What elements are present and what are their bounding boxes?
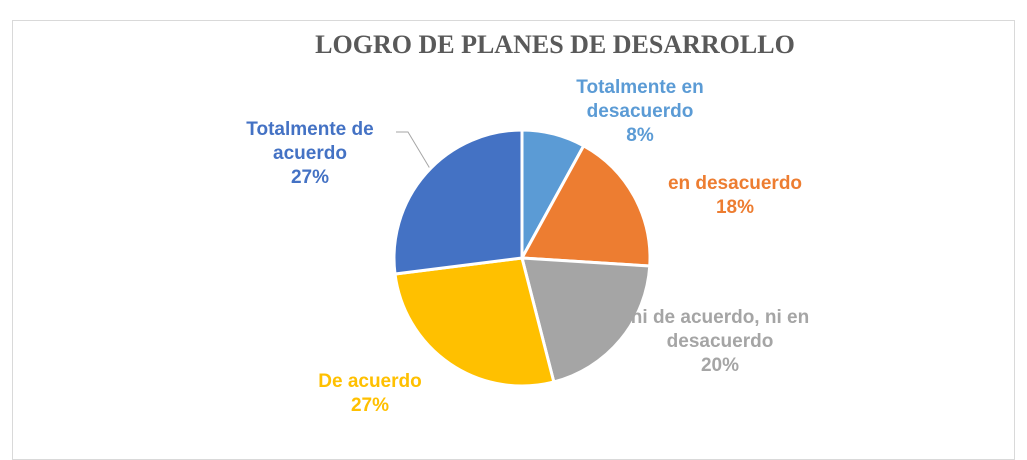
category-label: Totalmente en desacuerdo — [576, 77, 704, 122]
percent-label: 18% — [715, 197, 755, 218]
pie-slice — [519, 143, 652, 268]
category-label: en desacuerdo — [667, 173, 803, 194]
data-label: ni de acuerdo, ni en desacuerdo 20% — [620, 306, 820, 378]
percent-label: 20% — [700, 355, 740, 376]
data-label: Totalmente en desacuerdo 8% — [560, 76, 720, 148]
chart-title: LOGRO DE PLANES DE DESARROLLO — [315, 30, 795, 59]
percent-label: 8% — [626, 125, 654, 146]
pie-slice — [393, 256, 556, 388]
percent-label: 27% — [290, 167, 330, 188]
data-label: De acuerdo 27% — [285, 370, 455, 418]
category-label: Totalmente de acuerdo — [246, 119, 374, 164]
pie-slice — [520, 256, 652, 384]
leader-line — [396, 131, 433, 173]
category-label: De acuerdo — [318, 371, 422, 392]
data-label: Totalmente de acuerdo 27% — [215, 118, 405, 190]
pie-slice — [392, 128, 524, 276]
percent-label: 27% — [350, 395, 390, 416]
category-label: ni de acuerdo, ni en desacuerdo — [630, 307, 810, 352]
data-label: en desacuerdo 18% — [640, 172, 830, 220]
